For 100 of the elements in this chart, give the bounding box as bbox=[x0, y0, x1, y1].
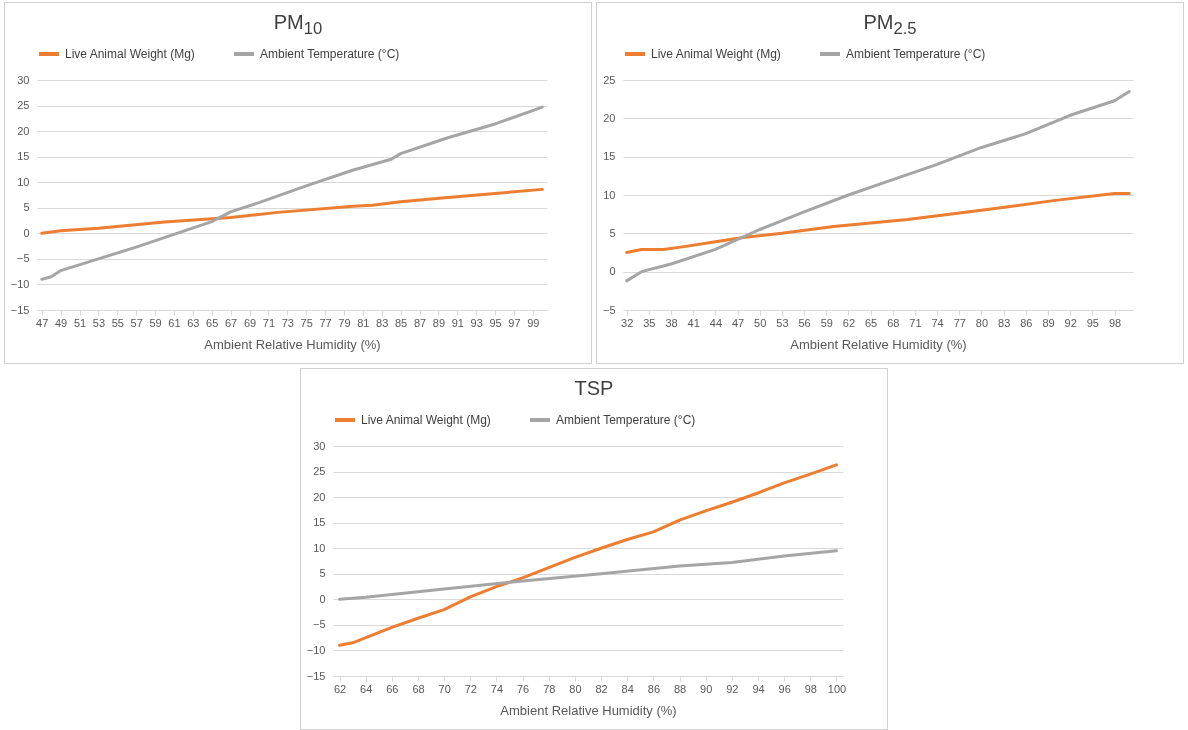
y-tick-label: −5 bbox=[16, 252, 30, 265]
legend-label: Live Animal Weight (Mg) bbox=[65, 47, 195, 61]
y-tick-label: −10 bbox=[306, 643, 326, 656]
x-tick-label: 85 bbox=[394, 316, 408, 329]
y-tick-label: 30 bbox=[17, 73, 30, 86]
x-tick-label: 57 bbox=[130, 316, 143, 329]
x-axis-title: Ambient Relative Humidity (%) bbox=[500, 702, 677, 718]
y-tick-label: 5 bbox=[319, 567, 326, 580]
x-tick-label: 32 bbox=[621, 316, 634, 329]
x-tick-label: 44 bbox=[709, 316, 723, 329]
y-tick-label: 10 bbox=[17, 175, 30, 188]
line-series bbox=[40, 187, 544, 235]
x-tick-label: 71 bbox=[909, 316, 922, 329]
x-tick-label: 38 bbox=[665, 316, 678, 329]
legend-label: Ambient Temperature (°C) bbox=[556, 413, 696, 427]
x-tick-label: 65 bbox=[206, 316, 219, 329]
x-tick-label: 83 bbox=[376, 316, 389, 329]
y-tick-label: 15 bbox=[603, 150, 616, 163]
x-tick-label: 62 bbox=[333, 682, 347, 695]
x-tick-label: 70 bbox=[438, 682, 451, 695]
y-tick-label: 0 bbox=[23, 226, 30, 239]
y-tick-label: 20 bbox=[313, 490, 326, 503]
legend-label: Live Animal Weight (Mg) bbox=[361, 413, 491, 427]
x-tick-label: 98 bbox=[804, 682, 817, 695]
y-tick-label: 25 bbox=[17, 99, 30, 112]
x-tick-label: 100 bbox=[827, 682, 847, 695]
x-tick-label: 47 bbox=[36, 316, 49, 329]
y-tick-label: 25 bbox=[313, 465, 326, 478]
x-tick-label: 82 bbox=[595, 682, 608, 695]
x-tick-label: 63 bbox=[187, 316, 200, 329]
x-tick-label: 80 bbox=[569, 682, 582, 695]
x-tick-label: 53 bbox=[776, 316, 789, 329]
x-tick-label: 59 bbox=[149, 316, 162, 329]
x-tick-label: 97 bbox=[508, 316, 521, 329]
x-tick-label: 77 bbox=[953, 316, 966, 329]
x-tick-label: 35 bbox=[643, 316, 656, 329]
x-tick-label: 92 bbox=[1064, 316, 1077, 329]
x-tick-label: 67 bbox=[224, 316, 238, 329]
x-tick-label: 47 bbox=[731, 316, 745, 329]
x-tick-label: 81 bbox=[357, 316, 370, 329]
y-tick-label: 5 bbox=[609, 226, 616, 239]
x-axis-title: Ambient Relative Humidity (%) bbox=[204, 336, 381, 352]
y-tick-label: 0 bbox=[319, 592, 326, 605]
x-tick-label: 89 bbox=[1042, 316, 1055, 329]
x-tick-label: 56 bbox=[798, 316, 811, 329]
x-tick-label: 83 bbox=[998, 316, 1011, 329]
x-tick-label: 93 bbox=[470, 316, 483, 329]
x-tick-label: 74 bbox=[931, 316, 944, 329]
x-tick-label: 80 bbox=[975, 316, 989, 329]
x-tick-label: 59 bbox=[820, 316, 833, 329]
x-tick-label: 84 bbox=[621, 682, 634, 695]
x-tick-label: 51 bbox=[73, 316, 87, 329]
line-series bbox=[40, 105, 544, 281]
x-tick-label: 62 bbox=[842, 316, 856, 329]
x-tick-label: 66 bbox=[386, 682, 399, 695]
x-tick-label: 73 bbox=[281, 316, 294, 329]
x-tick-label: 90 bbox=[700, 682, 713, 695]
x-tick-label: 53 bbox=[92, 316, 106, 329]
y-tick-label: −15 bbox=[306, 669, 326, 682]
x-tick-label: 71 bbox=[262, 316, 276, 329]
x-tick-label: 75 bbox=[300, 316, 313, 329]
x-tick-label: 76 bbox=[516, 682, 530, 695]
x-tick-label: 96 bbox=[778, 682, 791, 695]
x-tick-label: 69 bbox=[243, 316, 257, 329]
x-tick-label: 41 bbox=[687, 316, 700, 329]
chart-title: TSP bbox=[573, 377, 615, 401]
x-tick-label: 55 bbox=[111, 316, 124, 329]
x-tick-label: 77 bbox=[319, 316, 332, 329]
y-tick-label: 25 bbox=[603, 73, 616, 86]
line-series bbox=[338, 549, 838, 601]
y-tick-label: −5 bbox=[312, 618, 326, 631]
chart-title: PM$_{2.5}$ bbox=[862, 11, 918, 38]
x-tick-label: 86 bbox=[1020, 316, 1033, 329]
y-tick-label: −10 bbox=[10, 277, 30, 290]
y-tick-label: 10 bbox=[603, 188, 616, 201]
x-tick-label: 65 bbox=[864, 316, 878, 329]
y-tick-label: 15 bbox=[313, 516, 326, 529]
x-tick-label: 68 bbox=[887, 316, 900, 329]
y-tick-label: −5 bbox=[602, 303, 616, 316]
y-tick-label: 0 bbox=[609, 265, 616, 278]
legend-label: Ambient Temperature (°C) bbox=[846, 47, 986, 61]
legend-label: Ambient Temperature (°C) bbox=[260, 47, 400, 61]
y-tick-label: 20 bbox=[17, 124, 30, 137]
y-tick-label: 15 bbox=[17, 150, 30, 163]
y-tick-label: 20 bbox=[603, 111, 616, 124]
x-tick-label: 87 bbox=[413, 316, 427, 329]
y-tick-label: 30 bbox=[313, 439, 326, 452]
x-tick-label: 95 bbox=[1086, 316, 1099, 329]
x-tick-label: 74 bbox=[490, 682, 504, 695]
x-tick-label: 78 bbox=[543, 682, 556, 695]
x-tick-label: 50 bbox=[754, 316, 767, 329]
line-series bbox=[338, 463, 838, 647]
x-tick-label: 91 bbox=[451, 316, 464, 329]
x-tick-label: 61 bbox=[168, 316, 181, 329]
line-series bbox=[625, 90, 1131, 283]
y-tick-label: 5 bbox=[23, 201, 30, 214]
line-series bbox=[625, 191, 1131, 254]
x-tick-label: 89 bbox=[432, 316, 446, 329]
x-tick-label: 64 bbox=[360, 682, 373, 695]
x-tick-label: 98 bbox=[1108, 316, 1122, 329]
